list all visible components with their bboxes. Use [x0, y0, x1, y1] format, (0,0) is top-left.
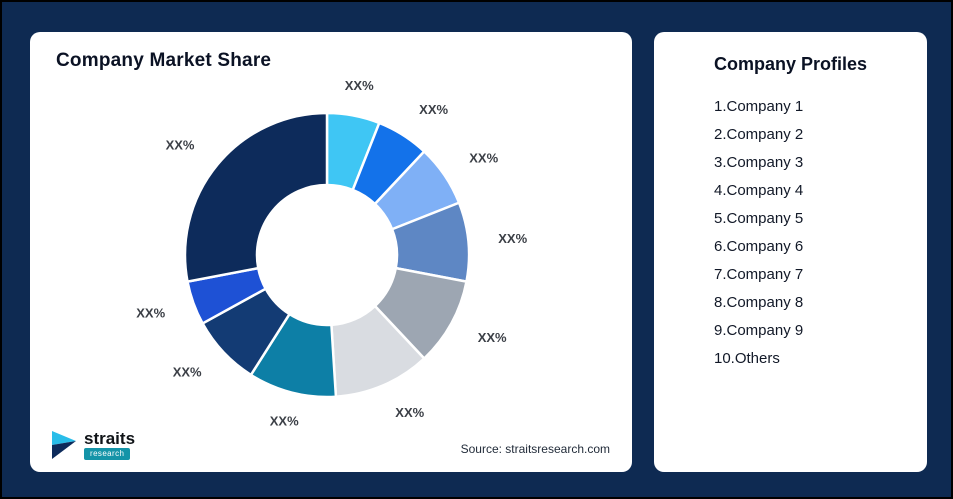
logo-triangle-icon — [52, 431, 76, 459]
list-item: 2.Company 2 — [714, 126, 804, 143]
slice-label: XX% — [498, 231, 527, 246]
slice-label: XX% — [395, 405, 424, 420]
slice-label: XX% — [173, 365, 202, 380]
slice-label: XX% — [469, 150, 498, 165]
slice-label: XX% — [419, 102, 448, 117]
list-item: 7.Company 7 — [714, 266, 804, 283]
straits-research-logo: straits research — [50, 430, 135, 460]
market-share-card: Company Market Share XX% XX% XX% XX% XX% XX% X… — [30, 32, 632, 472]
source-credit: Source: straitsresearch.com — [460, 442, 610, 456]
profiles-list: 1.Company 1 2.Company 2 3.Company 3 4.Co… — [654, 93, 927, 373]
list-item: 5.Company 5 — [714, 210, 804, 227]
slice-label: XX% — [345, 78, 374, 93]
logo-subtitle: research — [84, 448, 131, 460]
list-item: 1.Company 1 — [714, 98, 804, 115]
company-profiles-card: Company Profiles 1.Company 1 2.Company 2… — [654, 32, 927, 472]
slice-label: XX% — [270, 414, 299, 429]
list-item: 8.Company 8 — [714, 294, 804, 311]
slice-label: XX% — [166, 137, 195, 152]
chart-title: Company Market Share — [56, 50, 272, 71]
logo-text: straits research — [84, 430, 135, 460]
list-item: 6.Company 6 — [714, 238, 804, 255]
slice-label: XX% — [478, 330, 507, 345]
list-item: 10.Others — [714, 350, 780, 367]
logo-name: straits — [84, 429, 136, 448]
list-item: 3.Company 3 — [714, 154, 804, 171]
list-item: 4.Company 4 — [714, 182, 804, 199]
donut-chart: XX% XX% XX% XX% XX% XX% XX% XX% XX% XX% — [136, 78, 527, 429]
donut-slice — [183, 111, 329, 283]
list-item: 9.Company 9 — [714, 322, 804, 339]
slice-label: XX% — [136, 305, 165, 320]
profiles-title: Company Profiles — [713, 54, 868, 74]
